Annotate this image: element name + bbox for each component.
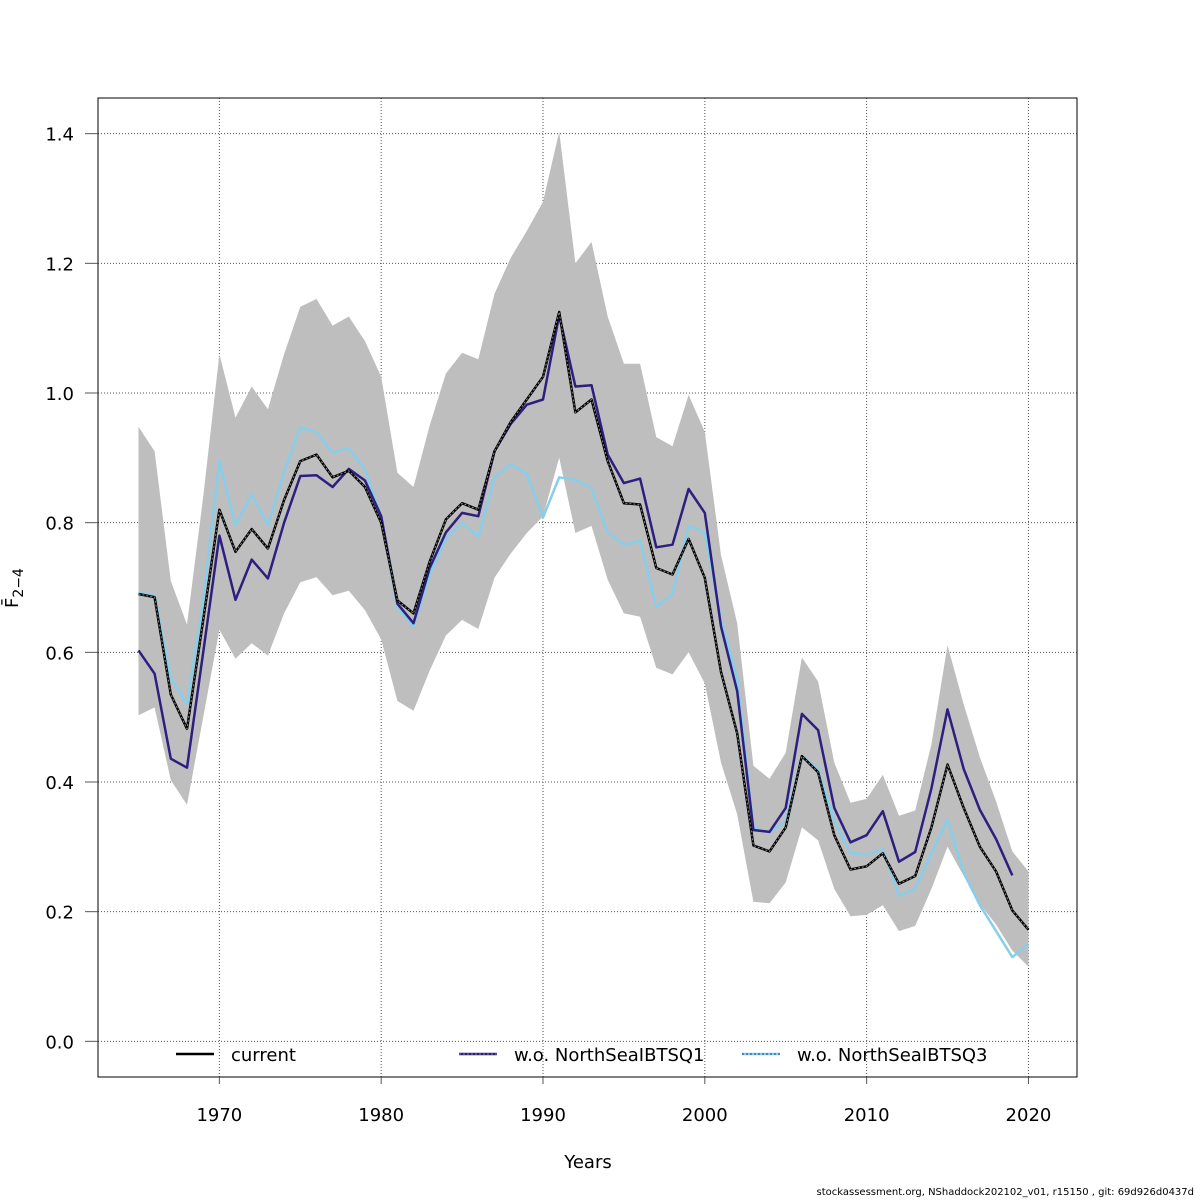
y-axis-title: F̄2−4	[1, 568, 27, 608]
series-line-w-o-northseaibtsq1	[137, 313, 1014, 876]
svg-text:F̄2−4: F̄2−4	[1, 568, 27, 608]
x-tick-label: 1970	[196, 1105, 242, 1126]
x-tick-label: 1980	[358, 1105, 404, 1126]
x-tick-label: 2000	[682, 1105, 728, 1126]
x-axis-title: Years	[563, 1152, 612, 1173]
y-tick-label: 0.2	[45, 903, 74, 924]
legend-label: w.o. NorthSeaIBTSQ1	[514, 1045, 705, 1066]
legend-item: w.o. NorthSeaIBTSQ3	[742, 1045, 988, 1066]
confidence-band	[138, 131, 1029, 967]
legend-item: current	[176, 1045, 296, 1066]
confidence-band-layer	[138, 131, 1029, 967]
legend: current w.o. NorthSeaIBTSQ1 w.o. NorthSeaI…	[176, 1045, 988, 1066]
series-line-current	[138, 310, 1030, 931]
y-tick-label: 1.0	[45, 384, 74, 405]
y-tick-label: 0.4	[45, 773, 74, 794]
plot-frame	[97, 97, 1078, 1078]
y-axis: 0.0 0.2 0.4 0.6 0.8 1.0 1.2 1.4	[45, 125, 98, 1053]
x-axis: 1970 1980 1990 2000 2010 2020	[196, 1077, 1051, 1126]
legend-item: w.o. NorthSeaIBTSQ1	[459, 1045, 705, 1066]
y-tick-label: 0.6	[45, 643, 74, 664]
legend-label: current	[231, 1045, 296, 1066]
series-layer	[137, 310, 1030, 959]
x-tick-label: 2020	[1006, 1105, 1052, 1126]
footer-credit: stockassessment.org, NShaddock202102_v01…	[816, 1187, 1195, 1198]
x-tick-label: 1990	[520, 1105, 566, 1126]
series-line-w-o-northseaibtsq3	[138, 426, 1030, 959]
y-tick-label: 1.2	[45, 254, 74, 275]
y-axis-title-main: F̄	[1, 598, 23, 608]
y-tick-label: 1.4	[45, 125, 74, 146]
y-axis-title-subscript: 2−4	[11, 568, 27, 598]
y-tick-label: 0.0	[45, 1032, 74, 1053]
y-tick-label: 0.8	[45, 514, 74, 535]
legend-label: w.o. NorthSeaIBTSQ3	[797, 1045, 988, 1066]
x-tick-label: 2010	[844, 1105, 890, 1126]
